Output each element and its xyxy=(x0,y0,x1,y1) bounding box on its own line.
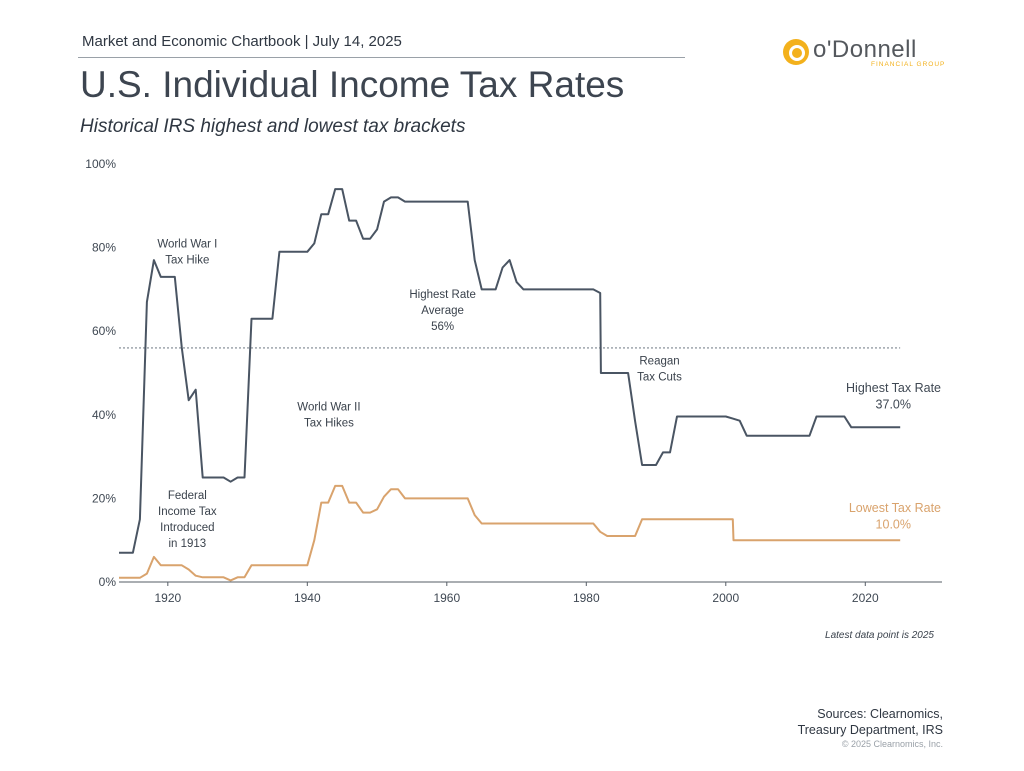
annotation-text: Tax Hikes xyxy=(304,418,354,430)
chartbook-label: Market and Economic Chartbook | July 14,… xyxy=(82,33,402,50)
annotation-text: Reagan xyxy=(639,356,679,368)
annotation-text: Average xyxy=(421,305,464,317)
company-logo: o'Donnell FINANCIAL GROUP xyxy=(783,36,946,72)
logo-tagline: FINANCIAL GROUP xyxy=(871,61,946,68)
annotation-text: World War I xyxy=(157,239,217,251)
end-label-value: 37.0% xyxy=(876,398,911,412)
highest-rate-line xyxy=(119,188,901,554)
page-title: U.S. Individual Income Tax Rates xyxy=(80,64,625,105)
y-tick-label: 60% xyxy=(92,324,116,338)
annotation-text: in 1913 xyxy=(168,538,206,550)
y-tick-label: 20% xyxy=(92,491,116,505)
y-tick-label: 80% xyxy=(92,241,116,255)
lowest-rate-line xyxy=(119,484,901,582)
annotation-text: Tax Cuts xyxy=(637,372,682,384)
sources: Sources: Clearnomics, Treasury Departmen… xyxy=(798,706,943,738)
sources-line-1: Sources: Clearnomics, xyxy=(817,707,943,721)
annotation-text: Highest Rate xyxy=(409,289,475,301)
copyright: © 2025 Clearnomics, Inc. xyxy=(841,739,943,749)
x-tick-label: 2020 xyxy=(852,591,879,605)
x-tick-label: 2000 xyxy=(712,591,739,605)
end-label-name: Lowest Tax Rate xyxy=(849,501,941,515)
annotation-text: World War II xyxy=(297,402,360,414)
y-tick-label: 40% xyxy=(92,408,116,422)
x-tick-label: 1920 xyxy=(154,591,181,605)
x-tick-label: 1940 xyxy=(294,591,321,605)
logo-badge-icon xyxy=(783,39,809,65)
logo-name: o'Donnell xyxy=(813,36,917,63)
x-tick-label: 1960 xyxy=(433,591,460,605)
x-tick-label: 1980 xyxy=(573,591,600,605)
sources-line-2: Treasury Department, IRS xyxy=(797,723,943,737)
end-label-value: 10.0% xyxy=(876,517,911,531)
annotation-text: Income Tax xyxy=(158,506,217,518)
y-tick-label: 100% xyxy=(85,157,116,171)
annotation-text: Federal xyxy=(168,490,207,502)
annotation-text: 56% xyxy=(431,321,454,333)
page-subtitle: Historical IRS highest and lowest tax br… xyxy=(80,116,466,137)
end-label-name: Highest Tax Rate xyxy=(846,381,941,395)
annotation-text: Introduced xyxy=(160,522,214,534)
y-tick-label: 0% xyxy=(99,575,117,589)
annotation-text: Tax Hike xyxy=(165,255,209,267)
latest-data-note: Latest data point is 2025 xyxy=(825,630,934,641)
header-divider xyxy=(78,57,685,58)
